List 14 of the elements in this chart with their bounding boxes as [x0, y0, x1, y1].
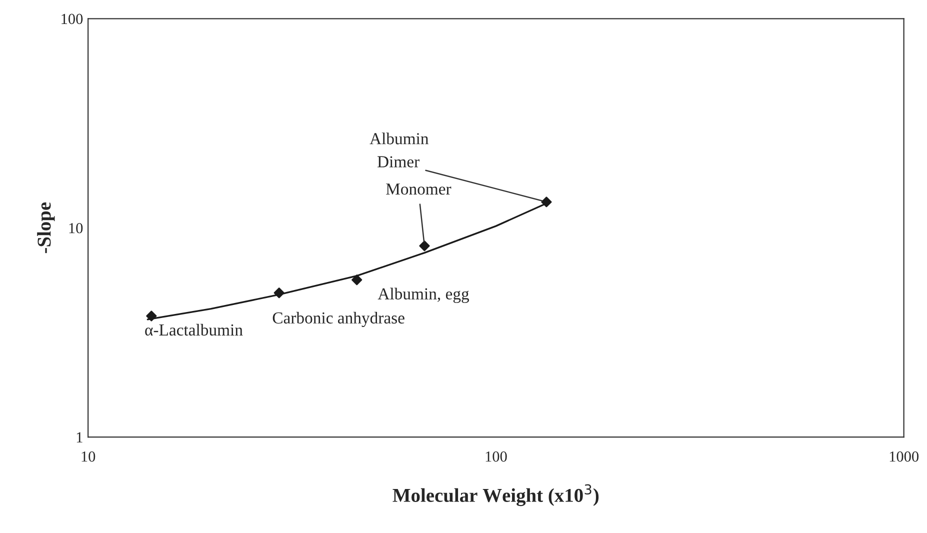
y-tick-label: 1	[76, 432, 82, 442]
x-tick-label: 1000	[890, 451, 919, 462]
annotation: Carbonic anhydrase	[272, 312, 404, 328]
x-axis-title: Molecular Weight (x10$^{3}$)	[392, 484, 599, 506]
annotation: Monomer	[386, 184, 452, 195]
y-tick-label: 10	[69, 223, 83, 234]
y-axis-title: -Slope	[37, 202, 55, 254]
annotation: Albumin	[370, 132, 429, 144]
y-tick-label: 100	[62, 14, 83, 24]
annotation: Dimer	[377, 156, 420, 168]
x-tick-label: 10	[82, 451, 96, 462]
annotation: α-Lactalbumin	[145, 324, 243, 336]
annotation: Albumin, egg	[378, 288, 470, 303]
x-tick-label: 100	[486, 451, 507, 462]
